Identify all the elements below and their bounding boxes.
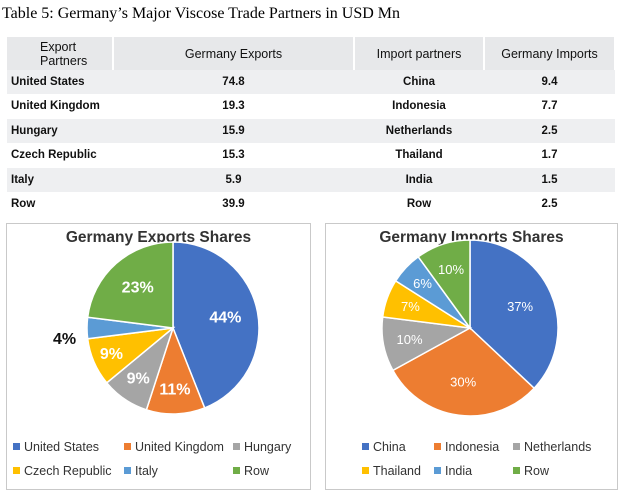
legend-item-czech-republic: Czech Republic (13, 464, 112, 478)
import-value-cell: 7.7 (484, 94, 615, 119)
imports-pie-chart: 37% 30% 10% 7% 6% 10% (381, 239, 559, 417)
legend-label: India (445, 464, 473, 478)
legend-swatch (124, 467, 131, 474)
legend-swatch (13, 467, 20, 474)
header-germany-imports: Germany Imports (484, 37, 616, 70)
table-row: Hungary 15.9 Netherlands 2.5 (7, 118, 615, 144)
legend-label: United Kingdom (135, 440, 224, 454)
import-partner-cell: China (354, 70, 484, 95)
legend-item-india: India (434, 464, 472, 478)
slice-label-india: 6% (413, 276, 432, 291)
legend-item-indonesia: Indonesia (434, 440, 499, 454)
export-partner-cell: Czech Republic (7, 143, 113, 168)
legend-label: Netherlands (524, 440, 592, 454)
legend-item-row: Row (233, 464, 269, 478)
pie-slice-row (417, 239, 471, 331)
exports-italy-share-label: 4% (53, 331, 77, 348)
imports-chart-title: Germany Imports Shares (379, 229, 564, 246)
table-row: United Kingdom 19.3 Indonesia 7.7 (7, 94, 615, 119)
slice-label-indonesia: 30% (450, 375, 476, 390)
legend-item-italy: Italy (124, 464, 158, 478)
slice-label-united-states: 44% (209, 310, 241, 327)
legend-swatch (513, 467, 520, 474)
legend-swatch (233, 443, 240, 450)
legend-label: United States (24, 440, 100, 454)
import-partner-cell: Thailand (354, 143, 484, 168)
import-partner-cell: Indonesia (354, 94, 484, 119)
exports-pie-chart-panel: Germany Exports Shares 44% 11% 9% 9% 23% 4% … (6, 223, 311, 490)
exports-pie-chart: 44% 11% 9%9% 23% (86, 241, 260, 415)
legend-item-united-states: United States (13, 440, 99, 454)
legend-swatch (13, 443, 20, 450)
legend-label: Hungary (244, 440, 292, 454)
table-row: United States 74.8 China 9.4 (7, 70, 615, 95)
legend-label: Row (244, 464, 270, 478)
trade-partners-table: Export Partners Germany Exports Import p… (7, 37, 616, 217)
pie-slice-row (86, 241, 174, 329)
legend-swatch (434, 467, 441, 474)
slice-label-united-kingdom: 11% (159, 381, 190, 398)
legend-swatch (434, 443, 441, 450)
legend-item-hungary: Hungary (233, 440, 291, 454)
header-export-partners: Export Partners (7, 37, 114, 70)
pie-slice-indonesia (391, 327, 536, 417)
slice-label-czech-republic: 9% (100, 346, 123, 363)
import-value-cell: 1.5 (484, 167, 615, 193)
slice-label-china: 37% (507, 299, 533, 314)
legend-item-thailand: Thailand (362, 464, 421, 478)
legend-item-china: China (362, 440, 406, 454)
legend-swatch (362, 443, 369, 450)
import-value-cell: 2.5 (484, 192, 615, 217)
export-partner-cell: United Kingdom (7, 94, 113, 119)
legend-label: Row (524, 464, 550, 478)
legend-swatch (362, 467, 369, 474)
legend-swatch (513, 443, 520, 450)
legend-swatch (233, 467, 240, 474)
import-value-cell: 2.5 (484, 118, 615, 144)
legend-label: Italy (135, 464, 158, 478)
slice-label-row: 10% (438, 262, 464, 277)
export-value-cell: 39.9 (113, 192, 354, 217)
import-partner-cell: Row (354, 192, 484, 217)
slice-label-row: 23% (122, 280, 154, 297)
slice-label-netherlands: 10% (396, 332, 422, 347)
export-partner-cell: United States (7, 70, 113, 95)
table-row: Italy 5.9 India 1.5 (7, 167, 615, 193)
export-value-cell: 5.9 (113, 167, 354, 193)
import-value-cell: 1.7 (484, 143, 615, 168)
imports-pie-chart-panel: Germany Imports Shares 37% 30% 10% 7% 6% 10% … (325, 223, 618, 490)
page-title: Table 5: Germany’s Major Viscose Trade P… (2, 5, 401, 22)
export-value-cell: 15.3 (113, 143, 354, 168)
header-germany-exports: Germany Exports (113, 37, 355, 70)
export-value-cell: 19.3 (113, 94, 354, 119)
table-row: Row 39.9 Row 2.5 (7, 192, 615, 217)
table-header-row: Export Partners Germany Exports Import p… (7, 37, 616, 70)
pie-slice-united-states (172, 241, 260, 409)
header-import-partners: Import partners (354, 37, 485, 70)
legend-label: China (373, 440, 406, 454)
legend-item-united-kingdom: United Kingdom (124, 440, 224, 454)
pie-slice-china (469, 239, 559, 390)
slice-label-hungary: 9% (127, 371, 150, 388)
legend-label: Indonesia (445, 440, 500, 454)
slice-label-thailand: 7% (401, 299, 420, 314)
table-row: Czech Republic 15.3 Thailand 1.7 (7, 143, 615, 168)
legend-label: Czech Republic (24, 464, 112, 478)
import-partner-cell: India (354, 167, 484, 193)
export-value-cell: 15.9 (113, 118, 354, 144)
import-value-cell: 9.4 (484, 70, 615, 95)
export-value-cell: 74.8 (113, 70, 354, 95)
export-partner-cell: Row (7, 192, 113, 217)
legend-swatch (124, 443, 131, 450)
legend-label: Thailand (373, 464, 421, 478)
export-partner-cell: Italy (7, 167, 113, 193)
import-partner-cell: Netherlands (354, 118, 484, 144)
export-partner-cell: Hungary (7, 118, 113, 144)
exports-chart-title: Germany Exports Shares (65, 229, 252, 246)
legend-item-netherlands: Netherlands (513, 440, 591, 454)
legend-item-row: Row (513, 464, 549, 478)
